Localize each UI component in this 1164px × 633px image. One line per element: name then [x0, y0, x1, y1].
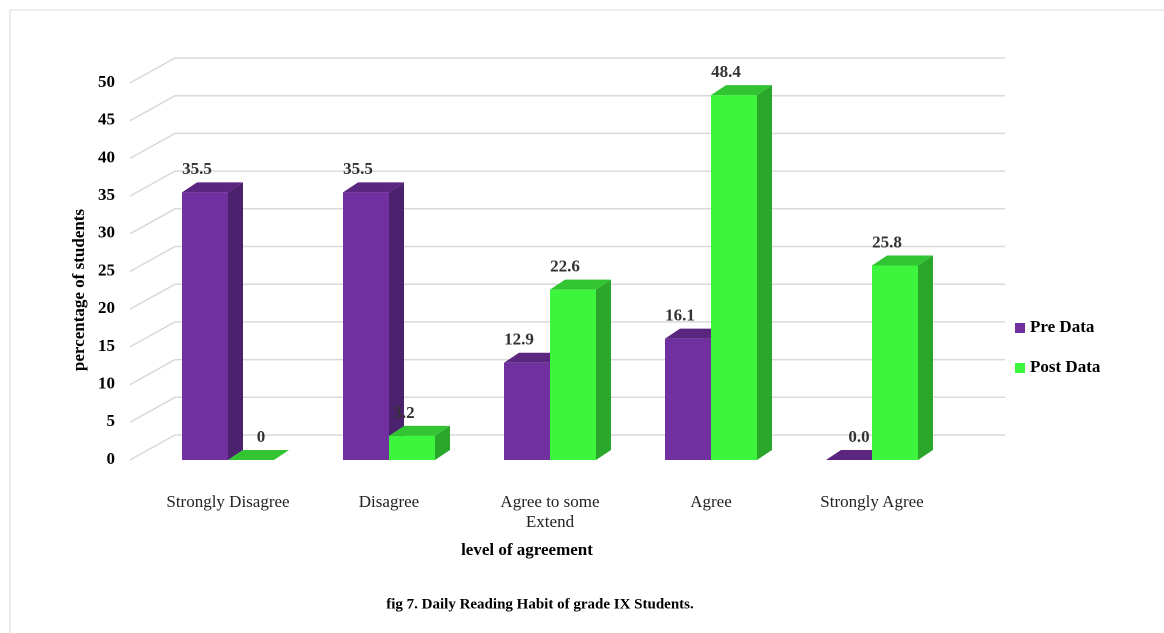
bar-front — [665, 338, 711, 460]
grid-line — [129, 57, 1005, 84]
legend-label: Pre Data — [1030, 317, 1095, 336]
bar-front — [389, 435, 435, 460]
x-axis-title: level of agreement — [461, 540, 593, 559]
data-label: 25.8 — [872, 232, 902, 251]
bar-top — [504, 352, 565, 363]
bar-side — [757, 85, 772, 461]
data-label: 22.6 — [550, 257, 580, 276]
bar-front — [550, 289, 596, 460]
y-axis-title: percentage of students — [69, 209, 88, 371]
y-tick-label: 30 — [98, 223, 115, 242]
data-label: 0.0 — [848, 427, 869, 446]
bar-top — [872, 255, 933, 266]
y-tick-label: 0 — [107, 449, 116, 468]
bar-top — [550, 279, 611, 290]
bar-side — [228, 182, 243, 460]
y-tick-label: 35 — [98, 185, 115, 204]
legend-label: Post Data — [1030, 357, 1101, 376]
bar-top — [665, 328, 726, 339]
grid-line — [129, 170, 1005, 197]
grid-line — [129, 208, 1005, 235]
y-tick-label: 5 — [107, 411, 116, 430]
bar-side — [918, 255, 933, 460]
data-label: 35.5 — [182, 159, 212, 178]
grid-line — [129, 132, 1005, 160]
bar-front — [343, 192, 389, 460]
data-label: 35.5 — [343, 159, 373, 178]
bar-side — [596, 279, 611, 460]
bar — [872, 255, 933, 460]
y-tick-label: 15 — [98, 336, 115, 355]
bar — [826, 450, 887, 460]
bar-front — [711, 95, 757, 461]
bar-top — [389, 425, 450, 436]
bar — [389, 425, 450, 460]
y-tick-label: 50 — [98, 72, 115, 91]
legend-swatch — [1015, 323, 1025, 333]
bar-top — [182, 182, 243, 193]
bar — [343, 182, 404, 460]
bar-front — [872, 265, 918, 460]
y-tick-label: 20 — [98, 298, 115, 317]
bar-top — [343, 182, 404, 193]
bar-front — [504, 362, 550, 460]
bar-side — [435, 425, 450, 460]
y-tick-label: 40 — [98, 147, 115, 166]
x-tick-label: Agree to some Extend — [500, 492, 600, 531]
data-label: 12.9 — [504, 330, 534, 349]
bar-top — [228, 450, 289, 460]
bar-top — [711, 85, 772, 96]
bar — [550, 279, 611, 460]
y-tick-label: 25 — [98, 260, 115, 279]
data-label: 48.4 — [711, 62, 741, 81]
y-tick-label: 10 — [98, 374, 115, 393]
grid-line — [129, 94, 1005, 122]
y-tick-label: 45 — [98, 110, 115, 129]
bar-top — [826, 450, 887, 460]
x-tick-label: Strongly Agree — [820, 492, 924, 511]
chart-border — [9, 9, 1164, 633]
data-label: 0 — [257, 427, 266, 446]
bar — [182, 182, 243, 460]
bar — [711, 85, 772, 461]
x-tick-label: Disagree — [358, 492, 420, 511]
caption: fig 7. Daily Reading Habit of grade IX S… — [386, 596, 694, 612]
legend-swatch — [1015, 363, 1025, 373]
x-tick-label: Strongly Disagree — [166, 492, 290, 511]
data-label: 3.2 — [393, 403, 414, 422]
bar — [228, 450, 289, 460]
bar-side — [389, 182, 404, 460]
data-label: 16.1 — [665, 306, 695, 325]
x-tick-label: Agree — [690, 492, 732, 511]
bar-front — [182, 192, 228, 460]
